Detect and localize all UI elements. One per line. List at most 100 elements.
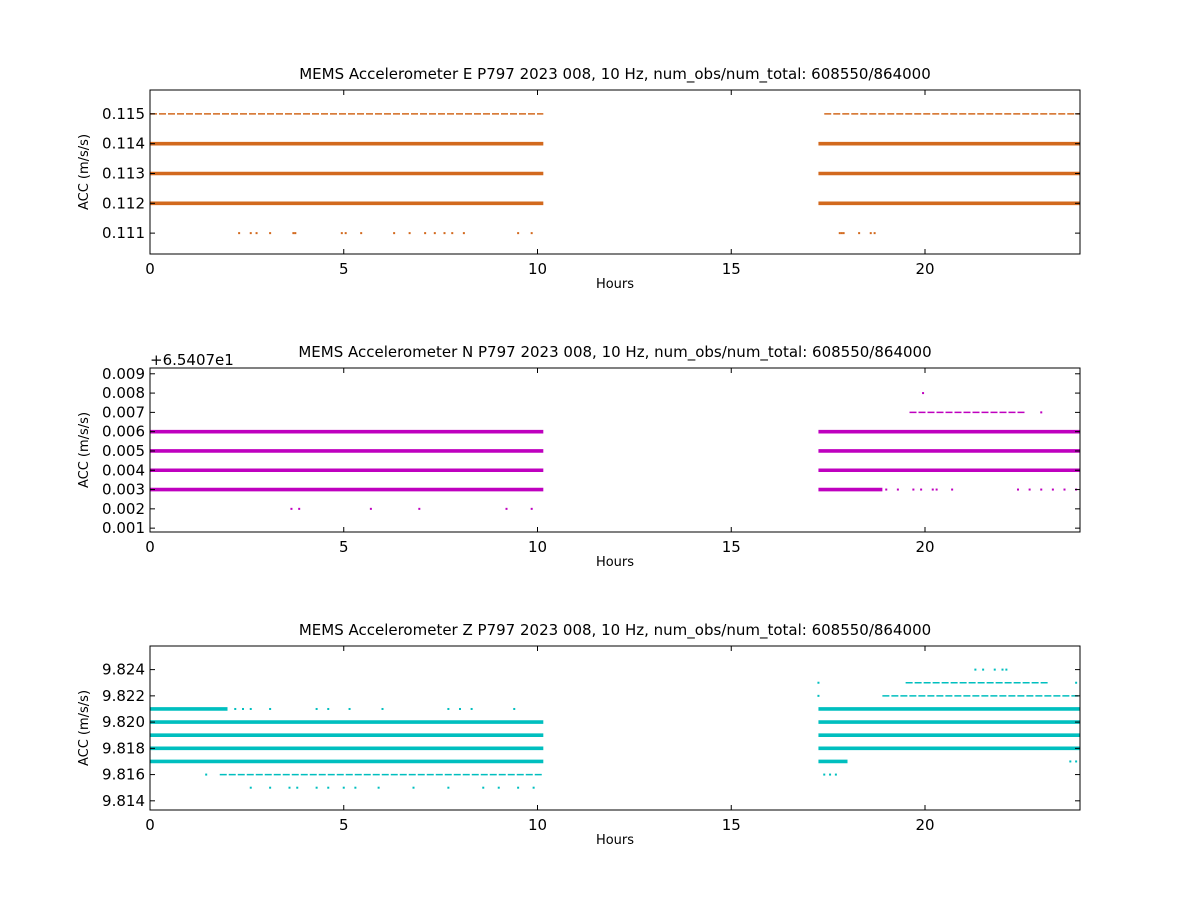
data-point	[360, 232, 363, 235]
data-point	[842, 232, 845, 235]
y-tick-label: 9.816	[102, 766, 145, 784]
data-point	[993, 668, 996, 671]
data-point	[369, 507, 372, 510]
data-point	[817, 694, 820, 697]
data-point	[249, 707, 252, 710]
y-tick-label: 0.001	[102, 519, 145, 537]
data-point	[1051, 488, 1054, 491]
data-point	[269, 707, 272, 710]
data-point	[205, 773, 208, 776]
data-point	[858, 232, 861, 235]
y-tick-label: 0.111	[102, 224, 145, 242]
data-point	[408, 232, 411, 235]
x-tick-label: 15	[722, 538, 741, 556]
x-tick-label: 0	[145, 538, 155, 556]
data-point	[298, 507, 301, 510]
x-tick-label: 10	[528, 538, 547, 556]
data-point	[348, 707, 351, 710]
series-group	[150, 392, 1080, 510]
data-point	[1017, 488, 1019, 491]
x-tick-label: 5	[339, 260, 349, 278]
data-point	[838, 232, 841, 235]
series-group	[150, 668, 1080, 789]
plot-frame	[149, 89, 1081, 255]
data-point	[920, 488, 923, 491]
data-point	[1075, 760, 1078, 763]
y-axis-label: ACC (m/s/s)	[77, 134, 92, 210]
data-point	[447, 707, 450, 710]
y-tick-label: 9.824	[102, 661, 145, 679]
data-point	[505, 507, 508, 510]
data-point	[462, 232, 465, 235]
data-point	[840, 232, 843, 235]
data-point	[517, 232, 520, 235]
data-point	[1028, 488, 1031, 491]
data-point	[1005, 668, 1008, 671]
data-point	[530, 232, 533, 235]
data-point	[530, 507, 533, 510]
data-point	[1001, 668, 1004, 671]
data-point	[249, 232, 252, 235]
subplot-1: 0 5 10 15 20 0.111 0.112 0.113 0.114 0.115 MEMS Ac…	[77, 65, 1081, 292]
data-point	[377, 786, 380, 789]
y-axis-label: ACC (m/s/s)	[77, 412, 92, 488]
data-point	[823, 773, 826, 776]
data-point	[249, 786, 252, 789]
x-tick-label: 10	[528, 260, 547, 278]
data-point	[482, 786, 485, 789]
data-point	[255, 232, 258, 235]
x-tick-label: 5	[339, 816, 349, 834]
x-tick-label: 5	[339, 538, 349, 556]
y-tick-label: 0.009	[102, 365, 145, 383]
data-point	[922, 392, 925, 395]
data-point	[290, 507, 293, 510]
y-tick-label: 0.002	[102, 500, 145, 518]
y-tick-label: 0.005	[102, 442, 145, 460]
data-point	[517, 786, 520, 789]
data-point	[912, 488, 915, 491]
y-tick-label: 0.114	[102, 135, 145, 153]
data-point	[418, 507, 421, 510]
x-tick-label: 20	[915, 260, 934, 278]
y-tick-label: 0.006	[102, 423, 145, 441]
chart-title: MEMS Accelerometer N P797 2023 008, 10 H…	[298, 343, 931, 362]
x-tick-label: 0	[145, 816, 155, 834]
chart-title: MEMS Accelerometer Z P797 2023 008, 10 H…	[299, 621, 931, 640]
data-point	[982, 668, 985, 671]
x-axis-label: Hours	[596, 833, 634, 848]
data-point	[532, 786, 535, 789]
x-tick-label: 0	[145, 260, 155, 278]
data-point	[294, 232, 297, 235]
y-tick-label: 0.112	[102, 194, 145, 212]
x-tick-label: 15	[722, 816, 741, 834]
data-point	[470, 707, 473, 710]
data-point	[513, 707, 516, 710]
plot-frame	[149, 645, 1081, 811]
data-point	[1069, 760, 1072, 763]
x-tick-label: 20	[915, 816, 934, 834]
data-point	[344, 232, 347, 235]
data-point	[896, 488, 899, 491]
data-point	[834, 773, 837, 776]
data-point	[447, 786, 450, 789]
data-point	[269, 232, 272, 235]
data-point	[1040, 411, 1043, 414]
data-point	[1063, 488, 1066, 491]
y-tick-label: 0.004	[102, 461, 145, 479]
data-point	[238, 232, 241, 235]
chart-title: MEMS Accelerometer E P797 2023 008, 10 H…	[299, 65, 931, 84]
data-point	[315, 707, 318, 710]
data-point	[340, 232, 343, 235]
data-point	[497, 786, 500, 789]
y-tick-label: 9.820	[102, 713, 145, 731]
data-point	[1075, 681, 1078, 684]
data-point	[424, 232, 427, 235]
data-point	[433, 232, 436, 235]
data-point	[935, 488, 938, 491]
data-point	[393, 232, 396, 235]
data-point	[296, 786, 299, 789]
y-tick-label: 0.008	[102, 384, 145, 402]
data-point	[951, 488, 954, 491]
data-point	[829, 773, 832, 776]
